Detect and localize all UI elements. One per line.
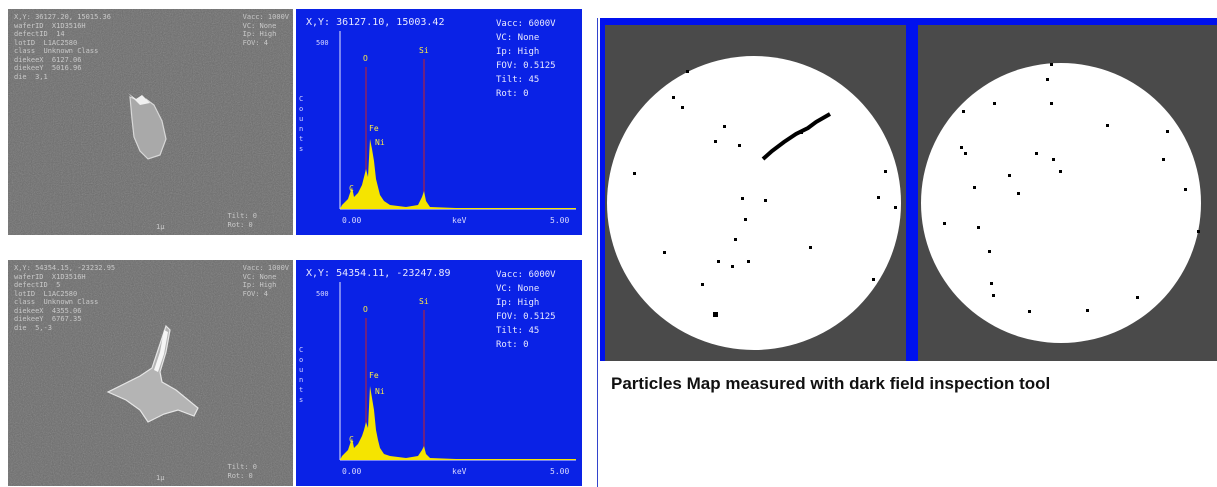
y-axis-max: 500 [316, 39, 329, 47]
x-axis-unit: keV [452, 216, 467, 225]
x-axis-unit: keV [452, 467, 467, 476]
wafer-right [921, 63, 1201, 343]
sem-metadata: X,Y: 54354.15, -23232.95 waferID X1D3516… [14, 264, 116, 332]
particle-maps [605, 25, 1217, 361]
particles-right [943, 63, 1200, 313]
sem-texture [8, 9, 293, 235]
sem-metadata: X,Y: 36127.20, 15015.36 waferID X1D3516H… [14, 13, 111, 81]
x-axis-end: 5.00 [550, 216, 569, 225]
x-axis-start: 0.00 [342, 467, 361, 476]
eds-parameters: Vacc: 6000V VC: None Ip: High FOV: 0.512… [496, 270, 556, 350]
wafer-left [607, 56, 901, 350]
scratch-defect [761, 112, 831, 161]
particle-highlight [154, 330, 168, 372]
particle-highlight [128, 93, 150, 105]
peak-label-ni: Ni [375, 138, 385, 147]
peak-label-o: O [363, 305, 368, 314]
particle-map-frame [600, 18, 1217, 361]
vertical-divider [597, 18, 598, 487]
sem-params: Vacc: 1000V VC: None Ip: High FOV: 4 [242, 13, 289, 47]
x-axis-start: 0.00 [342, 216, 361, 225]
sem-tilt-rot: Tilt: 0 Rot: 0 [227, 463, 257, 480]
eds-spectrum-1: 500 C O Fe Ni Si 0.00 keV 5.00 X,Y: 3612… [296, 9, 582, 235]
spectrum-fill [340, 386, 576, 460]
peak-label-o: O [363, 54, 368, 63]
eds-coordinates: X,Y: 54354.11, -23247.89 [306, 268, 451, 279]
sem-texture [8, 260, 293, 486]
sem-image-defect-2: X,Y: 54354.15, -23232.95 waferID X1D3516… [8, 260, 293, 486]
sem-tilt-rot: Tilt: 0 Rot: 0 [227, 212, 257, 229]
peak-label-c: C [349, 184, 354, 193]
particles-left [633, 70, 897, 317]
sem-scale-label: 1μ [156, 223, 165, 231]
peak-label-c: C [349, 435, 354, 444]
y-axis-max: 500 [316, 290, 329, 298]
peak-label-fe: Fe [369, 371, 379, 380]
eds-spectrum-2: 500 C O Fe Ni Si 0.00 keV 5.00 X,Y: 5435… [296, 260, 582, 486]
y-axis-label: C o u n t s [299, 95, 304, 153]
spectrum-plot: 500 C O Fe Ni Si 0.00 keV 5.00 [316, 31, 576, 225]
peak-label-ni: Ni [375, 387, 385, 396]
spectrum-plot: 500 C O Fe Ni Si 0.00 keV 5.00 [316, 282, 576, 476]
particle-map-caption: Particles Map measured with dark field i… [611, 374, 1051, 393]
sem-params: Vacc: 1000V VC: None Ip: High FOV: 4 [242, 264, 289, 298]
eds-coordinates: X,Y: 36127.10, 15003.42 [306, 17, 445, 28]
particle-shape [106, 324, 199, 423]
peak-label-si: Si [419, 46, 429, 55]
peak-label-si: Si [419, 297, 429, 306]
sem-image-defect-1: X,Y: 36127.20, 15015.36 waferID X1D3516H… [8, 9, 293, 235]
x-axis-end: 5.00 [550, 467, 569, 476]
eds-parameters: Vacc: 6000V VC: None Ip: High FOV: 0.512… [496, 19, 556, 99]
peak-label-fe: Fe [369, 124, 379, 133]
spectrum-fill [340, 139, 576, 209]
y-axis-label: C o u n t s [299, 346, 304, 404]
sem-scale-label: 1μ [156, 474, 165, 482]
